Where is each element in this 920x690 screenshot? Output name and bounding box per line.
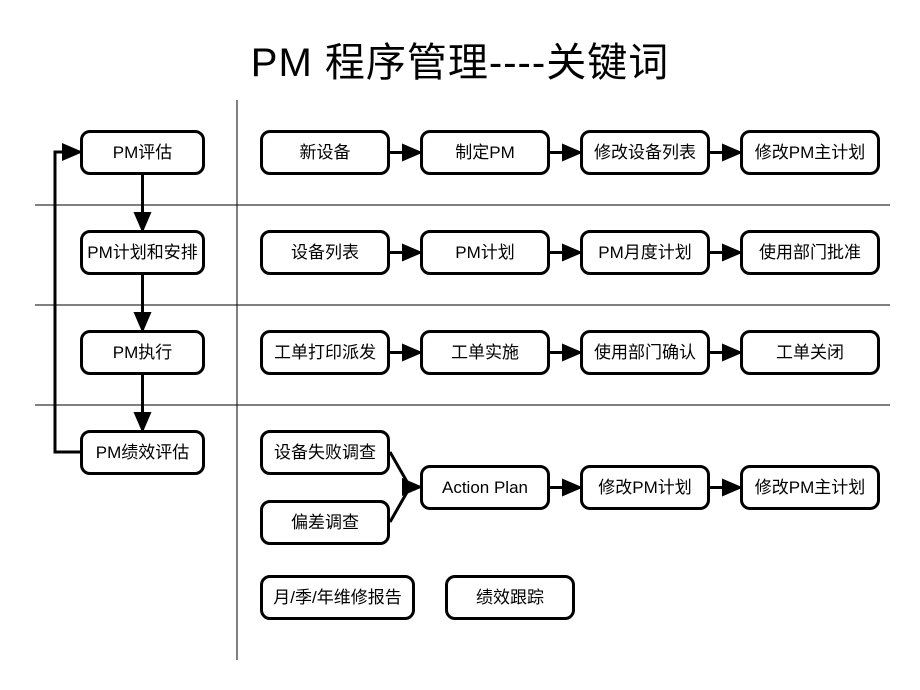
node-r4d: 修改PM主计划 [740,465,880,510]
node-r4a: 设备失败调查 [260,430,390,475]
node-left1: PM评估 [80,130,205,175]
node-r5b: 绩效跟踪 [445,575,575,620]
node-r3a: 工单打印派发 [260,330,390,375]
node-r1c: 修改设备列表 [580,130,710,175]
node-r2d: 使用部门批准 [740,230,880,275]
node-r4c: 修改PM计划 [580,465,710,510]
node-left3: PM执行 [80,330,205,375]
node-r2c: PM月度计划 [580,230,710,275]
page-title: PM 程序管理----关键词 [0,30,920,88]
node-r2a: 设备列表 [260,230,390,275]
node-r3b: 工单实施 [420,330,550,375]
node-r5a: 月/季/年维修报告 [260,575,415,620]
node-r1a: 新设备 [260,130,390,175]
node-r2b: PM计划 [420,230,550,275]
node-r1d: 修改PM主计划 [740,130,880,175]
node-r3c: 使用部门确认 [580,330,710,375]
node-r3d: 工单关闭 [740,330,880,375]
node-r4b: 偏差调查 [260,500,390,545]
node-left4: PM绩效评估 [80,430,205,475]
node-left2: PM计划和安排 [80,230,205,275]
node-r1b: 制定PM [420,130,550,175]
node-r4ap: Action Plan [420,465,550,510]
